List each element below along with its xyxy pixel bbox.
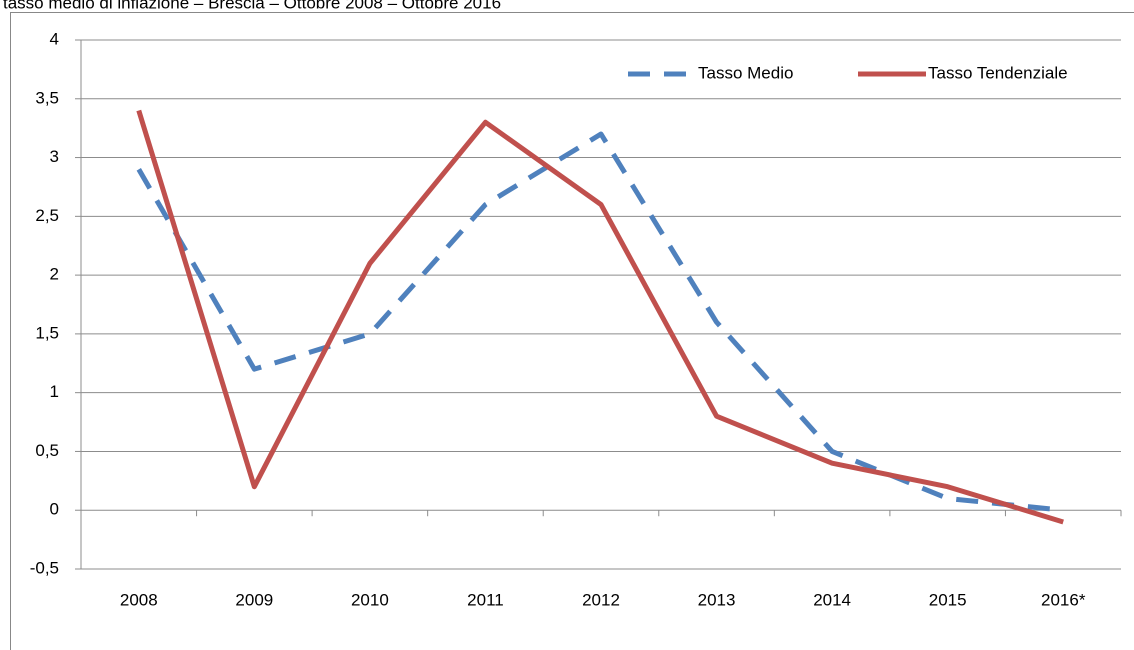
y-tick-label: 2,5 — [35, 206, 59, 225]
y-tick-label: 0,5 — [35, 441, 59, 460]
x-tick-label: 2013 — [698, 590, 736, 609]
line-series — [136, 109, 1064, 525]
x-tick-label: 2016* — [1041, 590, 1086, 609]
x-tick-label: 2015 — [929, 590, 967, 609]
y-tick-label: 1,5 — [35, 323, 59, 342]
y-tick-label: 3 — [50, 147, 59, 166]
line-series — [136, 131, 1064, 513]
x-tick-label: 2010 — [351, 590, 389, 609]
x-tick-label: 2008 — [120, 590, 158, 609]
chart-frame — [10, 12, 1134, 650]
y-tick-label: 0 — [50, 500, 59, 519]
y-tick-label: 1 — [50, 382, 59, 401]
x-tick-label: 2014 — [813, 590, 851, 609]
x-tick-label: 2011 — [467, 590, 504, 609]
y-tick-label: 3,5 — [35, 88, 59, 107]
legend-label: Tasso Tendenziale — [928, 63, 1068, 82]
chart-title: tasso medio di inflazione – Brescia – Ot… — [3, 0, 501, 12]
x-tick-label: 2009 — [235, 590, 273, 609]
x-tick-label: 2012 — [582, 590, 620, 609]
legend-label: Tasso Medio — [698, 63, 793, 82]
y-tick-label: 4 — [50, 29, 59, 48]
y-tick-label: -0,5 — [30, 558, 59, 577]
y-tick-label: 2 — [50, 265, 59, 284]
